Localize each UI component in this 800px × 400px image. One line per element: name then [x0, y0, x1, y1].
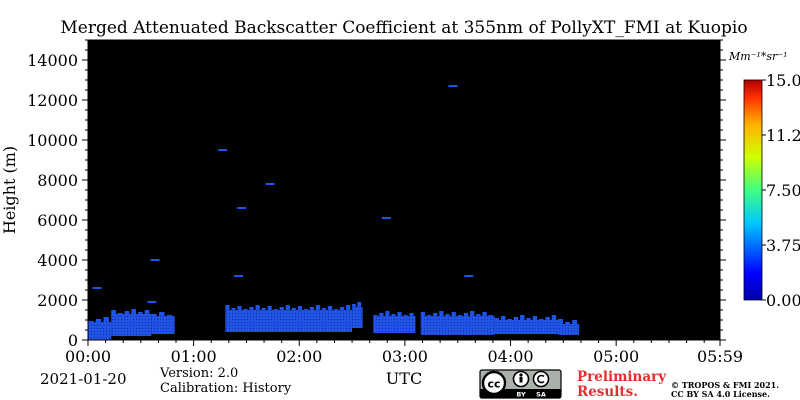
backscatter-speckle: [265, 183, 275, 185]
colorbar-unit-label: Mm⁻¹*sr⁻¹: [728, 50, 788, 63]
backscatter-speckle: [237, 207, 247, 209]
backscatter-segment: [88, 317, 112, 340]
sa-share-alike-icon: [532, 370, 550, 388]
x-tick-label: 00:00: [65, 347, 111, 366]
plot-area: [88, 40, 720, 340]
y-tick-label: 10000: [27, 131, 78, 150]
backscatter-data-layer: [88, 85, 580, 340]
backscatter-segment: [352, 302, 363, 328]
sa-text: SA: [536, 391, 546, 399]
colorbar-tick-label: 11.2: [766, 126, 800, 145]
colorbar-tick-label: 0.00: [766, 291, 800, 310]
chart-title: Merged Attenuated Backscatter Coefficien…: [60, 18, 747, 38]
backscatter-segment: [558, 319, 580, 335]
preliminary-notice-line2: Results.: [577, 384, 638, 400]
y-tick-label: 6000: [37, 211, 78, 230]
colorbar-tick-label: 3.75: [766, 236, 800, 255]
y-tick-label: 8000: [37, 171, 78, 190]
footer-version: Version: 2.0: [159, 366, 238, 381]
backscatter-speckle: [218, 149, 228, 151]
footer-date: 2021-01-20: [40, 370, 126, 388]
y-axis-label: Height (m): [0, 146, 19, 234]
cc-icon: cc: [487, 378, 500, 391]
backscatter-speckle: [448, 85, 458, 87]
backscatter-segment: [225, 305, 353, 332]
x-axis: 00:00 01:00 02:00 03:00 04:00 05:00 05:59: [65, 340, 743, 366]
preliminary-notice-line1: Preliminary: [577, 369, 667, 385]
x-tick-label: 04:00: [487, 347, 533, 366]
x-tick-label: 05:59: [697, 347, 743, 366]
copyright-line2: CC BY SA 4.0 License.: [671, 389, 770, 399]
copyright-line1: © TROPOS & FMI 2021.: [671, 380, 779, 390]
x-tick-label: 01:00: [171, 347, 217, 366]
backscatter-segment: [420, 311, 495, 335]
backscatter-speckle: [233, 275, 243, 277]
backscatter-segment: [111, 309, 152, 336]
y-tick-label: 12000: [27, 91, 78, 110]
x-tick-label: 05:00: [593, 347, 639, 366]
colorbar-tick-label: 7.50: [766, 181, 800, 200]
y-tick-label: 4000: [37, 251, 78, 270]
backscatter-speckle: [150, 259, 160, 261]
y-axis: 0 2000 4000 6000 8000 10000 12000 14000: [27, 39, 726, 350]
backscatter-segment: [494, 315, 559, 334]
x-tick-label: 03:00: [382, 347, 428, 366]
colorbar-tick-label: 15.0: [766, 71, 800, 90]
colorbar: [743, 79, 763, 301]
backscatter-segment: [373, 311, 416, 333]
x-tick-label: 02:00: [276, 347, 322, 366]
x-axis-label: UTC: [386, 369, 422, 388]
footer-calibration: Calibration: History: [160, 381, 292, 396]
y-tick-label: 0: [68, 331, 78, 350]
backscatter-speckle: [381, 217, 391, 219]
backscatter-segment: [151, 312, 175, 334]
cc-by-sa-badge: cc BY SA: [479, 369, 562, 399]
y-tick-label: 2000: [37, 291, 78, 310]
by-text: BY: [516, 391, 526, 399]
backscatter-speckle: [92, 287, 102, 289]
backscatter-speckle: [464, 275, 474, 277]
colorbar-ticks: 0.00 3.75 7.50 11.2 15.0: [762, 71, 800, 310]
backscatter-speckle: [147, 301, 157, 303]
y-tick-label: 14000: [27, 51, 78, 70]
